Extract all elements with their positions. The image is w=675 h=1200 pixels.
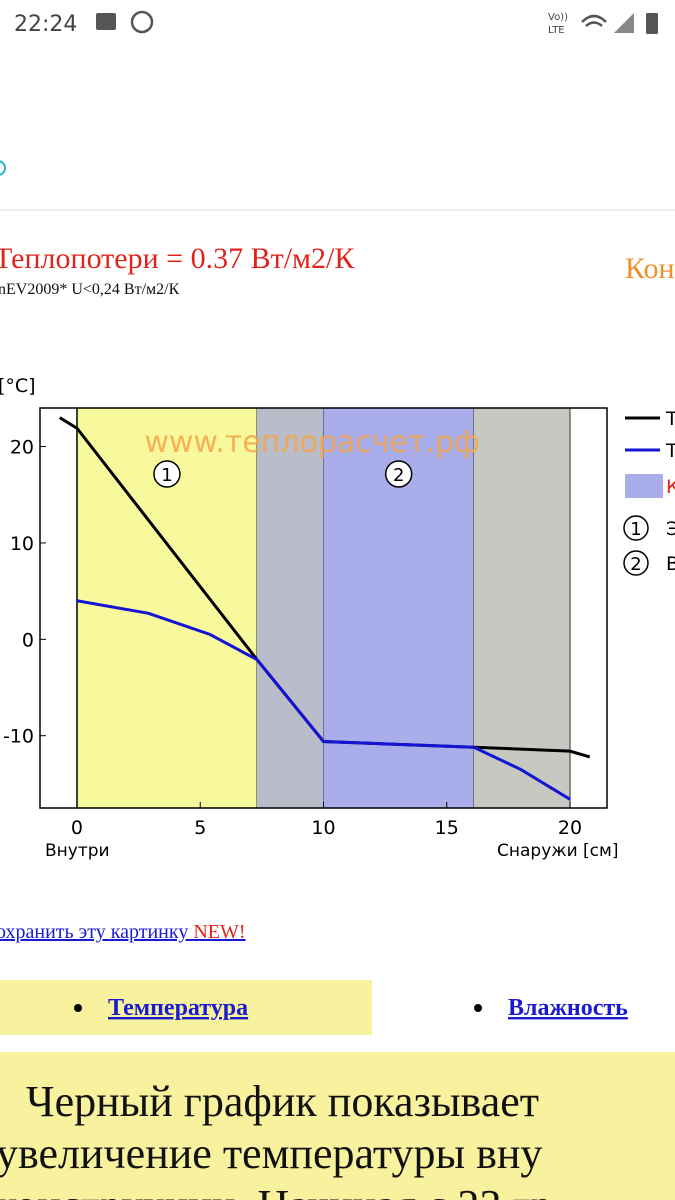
- note-badge: [623, 550, 649, 576]
- paragraph-line: Черный график показывает: [26, 1077, 539, 1126]
- battery-icon: [646, 13, 658, 34]
- clock: 22:24: [14, 12, 77, 37]
- x-label-outside: Снаружи [см]: [497, 841, 618, 861]
- signal-icon: [614, 13, 634, 33]
- bullet: [474, 1004, 482, 1012]
- y-tick-label: 0: [22, 629, 34, 651]
- save-link[interactable]: охранить эту картинку NEW!: [0, 921, 246, 943]
- layer-label: 1: [161, 465, 172, 486]
- tab-bar: [0, 980, 372, 1035]
- whatsapp-icon: [130, 10, 154, 34]
- layer: [473, 408, 571, 808]
- chart: 1 2 www.теплорасчет.рф -10 0 10 20 0 5 10 15 20 [°C]…: [0, 375, 675, 861]
- x-tick-label: 15: [435, 817, 459, 839]
- gallery-icon: [96, 13, 116, 30]
- new-badge[interactable]: NEW!: [193, 921, 245, 943]
- side-heading: Кон: [625, 252, 675, 285]
- norm-subtitle: nEV2009* U<0,24 Вт/м2/К: [0, 281, 180, 298]
- legend-band-label: К: [666, 476, 675, 498]
- paragraph-line: конструкции. Начиная с 23 гр: [0, 1181, 553, 1200]
- wifi-icon: [581, 14, 607, 27]
- x-tick-label: 0: [71, 817, 83, 839]
- layer: [256, 408, 324, 808]
- tab-temperature[interactable]: Температура: [108, 995, 248, 1021]
- paragraph-line: увеличение температуры вну: [0, 1129, 542, 1178]
- note-badge: [623, 515, 649, 541]
- x-tick-label: 5: [194, 817, 206, 839]
- x-label-inside: Внутри: [45, 841, 110, 861]
- paragraph-box: [0, 1052, 675, 1200]
- series-line: [76, 599, 571, 801]
- y-tick-label: 10: [10, 533, 34, 555]
- legend-label: Т: [665, 408, 675, 430]
- y-axis-label: [°C]: [0, 375, 36, 397]
- save-link-text[interactable]: охранить эту картинку: [0, 921, 193, 943]
- logo-fragment: [0, 160, 6, 176]
- x-tick-label: 20: [558, 817, 582, 839]
- note-number: 1: [630, 519, 641, 540]
- bullet: [74, 1004, 82, 1012]
- note-text: Э: [666, 518, 675, 540]
- layer-badge: [153, 460, 181, 488]
- legend-band: [625, 474, 663, 498]
- layer-label: 2: [393, 465, 404, 486]
- legend-label: Т: [665, 440, 675, 462]
- heat-loss-title: Теплопотери = 0.37 Вт/м2/К: [0, 242, 355, 275]
- note-number: 2: [630, 554, 641, 575]
- lte: LTE: [548, 25, 565, 36]
- layer-badge: [384, 460, 413, 488]
- watermark: www.теплорасчет.рф: [144, 425, 479, 460]
- note-text: В: [666, 553, 675, 575]
- volte: Vo)): [548, 12, 568, 23]
- x-tick-label: 10: [311, 817, 335, 839]
- tab-humidity[interactable]: Влажность: [508, 995, 628, 1021]
- y-tick-label: 20: [10, 437, 34, 459]
- y-tick-label: -10: [3, 726, 34, 748]
